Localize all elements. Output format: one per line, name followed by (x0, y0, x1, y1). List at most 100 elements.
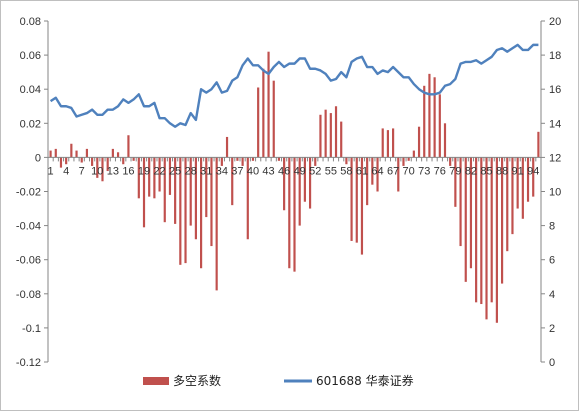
bar-9 (91, 157, 94, 166)
x-ticks: 1 4 7 10 13 16 19 22 25 28 31 34 37 40 43 46 49 52 55 58 61 6… (47, 157, 542, 177)
bar-59 (350, 157, 353, 241)
bar-79 (454, 157, 457, 207)
x-tick-label: 28 (185, 165, 197, 177)
bar-80 (459, 157, 462, 247)
bar-42 (262, 68, 265, 158)
bar-series-multi-empty (49, 51, 540, 323)
x-tick-label: 82 (465, 165, 477, 177)
x-tick-label: 43 (262, 165, 274, 177)
x-tick-label: 10 (91, 165, 103, 177)
x-tick-label: 16 (122, 165, 134, 177)
bar-77 (443, 123, 447, 158)
bar-14 (116, 152, 120, 158)
y-left-tick-label: 0.06 (20, 50, 41, 62)
bar-90 (511, 157, 514, 235)
bar-23 (163, 157, 166, 223)
bar-85 (485, 157, 488, 320)
bar-38 (241, 157, 244, 166)
bar-18 (137, 157, 140, 199)
y-right-tick-label: 20 (549, 16, 561, 28)
bar-92 (521, 157, 524, 219)
bar-12 (106, 157, 109, 172)
x-tick-label: 37 (231, 165, 243, 177)
bar-3 (59, 157, 63, 168)
bar-19 (142, 157, 146, 228)
x-tick-label: 46 (278, 165, 290, 177)
bar-81 (464, 157, 467, 282)
legend: 多空系数 601688 华泰证券 (143, 373, 414, 388)
bar-82 (469, 157, 473, 269)
y-right-tick-label: 18 (549, 50, 561, 62)
x-tick-label: 85 (480, 165, 492, 177)
bar-57 (340, 121, 343, 158)
bar-34 (220, 157, 223, 166)
y-right-tick-label: 6 (549, 255, 555, 267)
bar-1 (49, 150, 52, 158)
bar-66 (386, 130, 389, 158)
y-left-tick-label: 0.08 (20, 16, 41, 28)
bar-4 (65, 157, 68, 165)
y-right-tick-label: 14 (549, 118, 561, 130)
x-tick-label: 1 (48, 165, 54, 177)
bar-94 (532, 157, 535, 197)
y-left-tick-label: -0.02 (16, 187, 41, 199)
y-right-tick-label: 12 (549, 152, 561, 164)
y-left-tick-label: 0.02 (20, 118, 41, 130)
x-tick-label: 52 (309, 165, 321, 177)
bar-74 (428, 73, 431, 158)
bar-49 (298, 157, 301, 226)
bar-86 (490, 157, 493, 303)
bar-15 (122, 157, 125, 165)
bar-54 (324, 109, 327, 158)
y-left-tick-label: -0.08 (16, 289, 41, 301)
bar-36 (231, 157, 234, 206)
bar-45 (277, 157, 281, 161)
x-tick-label: 76 (434, 165, 446, 177)
x-tick-label: 73 (418, 165, 430, 177)
bar-95 (537, 131, 540, 158)
bar-64 (376, 157, 379, 192)
bar-5 (70, 143, 73, 158)
bar-84 (480, 157, 483, 305)
y-left-tick-label: 0.04 (20, 84, 41, 96)
y-left-tick-label: -0.04 (16, 221, 41, 233)
legend-label-bar: 多空系数 (173, 373, 221, 388)
bar-16 (127, 135, 130, 158)
bar-28 (189, 157, 192, 226)
bar-29 (194, 157, 197, 240)
x-tick-label: 79 (449, 165, 461, 177)
bar-65 (381, 128, 384, 158)
x-tick-label: 25 (169, 165, 181, 177)
bar-55 (329, 113, 332, 158)
bar-11 (101, 157, 104, 182)
bar-39 (246, 157, 249, 240)
bar-35 (225, 136, 229, 158)
bar-33 (215, 157, 218, 291)
bar-26 (179, 157, 182, 265)
bar-61 (360, 157, 364, 255)
bar-32 (210, 157, 213, 247)
x-tick-label: 34 (216, 165, 228, 177)
bar-83 (475, 157, 478, 303)
x-tick-label: 22 (153, 165, 165, 177)
bar-41 (257, 87, 260, 158)
x-tick-label: 7 (79, 165, 85, 177)
bar-43 (267, 51, 270, 158)
bar-58 (345, 157, 348, 165)
bar-51 (308, 157, 312, 209)
x-tick-label: 94 (527, 165, 539, 177)
y-left-tick-label: -0.1 (22, 323, 41, 335)
bar-2 (54, 148, 57, 158)
bar-47 (288, 157, 291, 269)
bar-71 (412, 150, 415, 158)
line-series-huatai (49, 43, 539, 128)
bar-62 (366, 157, 369, 206)
bar-13 (111, 148, 114, 158)
bar-7 (80, 157, 83, 163)
bar-27 (184, 157, 187, 264)
y-left-ticks: -0.12 -0.1 -0.08 -0.06 -0.04 -0.02 0 0.02 0.04 0.… (16, 16, 48, 369)
bar-88 (500, 157, 504, 284)
bar-8 (85, 148, 89, 158)
bar-87 (495, 157, 498, 323)
